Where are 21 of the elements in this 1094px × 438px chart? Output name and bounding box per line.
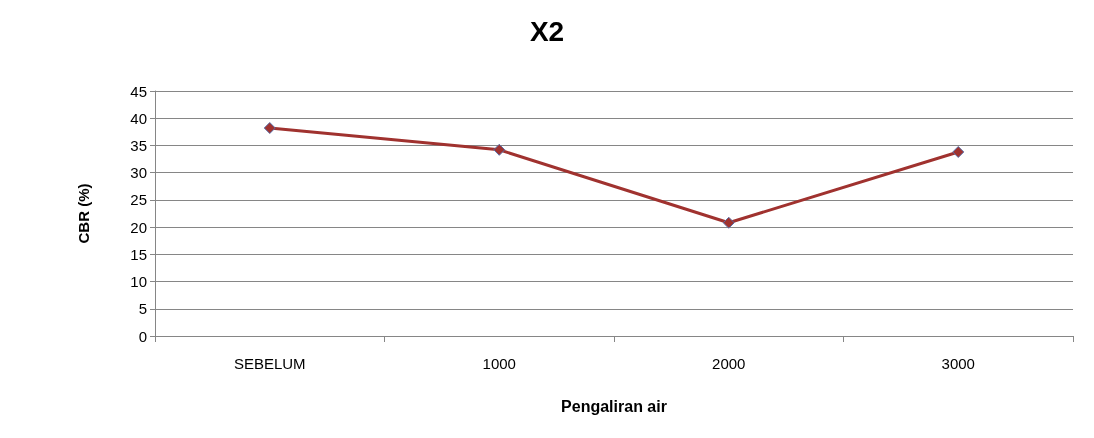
y-tick-label: 15 (130, 245, 147, 263)
x-axis-title: Pengaliran air (561, 397, 667, 415)
point (263, 122, 276, 135)
x-tick-label: 3000 (941, 355, 975, 372)
y-tick-label: 40 (130, 109, 147, 127)
y-tick-label: 0 (138, 327, 147, 345)
y-tick-label: 45 (130, 82, 147, 100)
chart-title: X2 (529, 15, 565, 47)
point (493, 143, 506, 156)
x-tick-label: 2000 (712, 355, 746, 372)
y-tick-label: 20 (130, 218, 147, 236)
y-axis-title: CBR (%) (75, 183, 92, 244)
x-tick-label: 1000 (482, 355, 516, 372)
x-tick-label: SEBELUM (233, 355, 306, 372)
point (722, 216, 735, 229)
y-tick-label: 30 (130, 164, 147, 182)
y-tick-label: 25 (130, 191, 147, 209)
point (952, 145, 965, 158)
y-tick-label: 5 (138, 300, 147, 318)
y-tick-label: 10 (130, 273, 147, 291)
y-tick-label: 35 (130, 136, 147, 154)
